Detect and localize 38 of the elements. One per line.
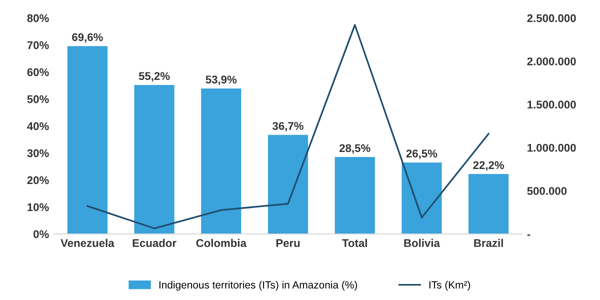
legend-label: ITs (Km²) <box>429 280 470 291</box>
data-label: 53,9% <box>206 76 237 86</box>
y-tick-label: 10% <box>28 203 49 212</box>
y2-tick-label: - <box>527 234 530 236</box>
data-label: 22,2% <box>473 161 504 171</box>
x-tick-label: Venezuela <box>60 238 114 248</box>
x-tick-label: Total <box>342 238 367 248</box>
y-tick-label: 0% <box>34 230 49 238</box>
data-label: 28,5% <box>339 144 370 154</box>
x-tick-label: Brazil <box>474 238 503 248</box>
data-label: 26,5% <box>406 150 438 160</box>
bar <box>334 157 375 234</box>
y2-tick-label: 1.000.000 <box>528 144 576 152</box>
y-tick-label: 30% <box>27 149 49 158</box>
x-tick-label: Colombia <box>196 238 247 248</box>
bar <box>67 46 108 234</box>
y-tick-label: 70% <box>27 41 49 50</box>
y-tick-label: 60% <box>27 68 49 76</box>
data-label: 69,6% <box>72 33 103 43</box>
bar <box>268 134 308 234</box>
bar <box>201 88 242 234</box>
x-tick-label: Ecuador <box>132 238 176 248</box>
y2-tick-label: 1.500.000 <box>528 100 576 109</box>
legend-label: Indigenous territories (ITs) in Amazonia (%) <box>159 280 357 291</box>
bar <box>468 174 509 234</box>
data-label: 36,7% <box>272 122 304 132</box>
y2-tick-label: 2.000.000 <box>527 57 576 66</box>
y-tick-label: 80% <box>27 14 49 22</box>
x-tick-label: Bolivia <box>404 238 440 248</box>
bar <box>134 84 174 234</box>
x-tick-label: Peru <box>276 239 300 248</box>
bar <box>402 162 442 234</box>
y-tick-label: 50% <box>27 95 49 104</box>
y2-tick-label: 500.000 <box>527 187 567 195</box>
y2-tick-label: 2.500.000 <box>527 14 576 22</box>
y-tick-label: 40% <box>27 122 49 130</box>
data-label: 55,2% <box>138 72 170 82</box>
y-tick-label: 20% <box>27 176 49 184</box>
